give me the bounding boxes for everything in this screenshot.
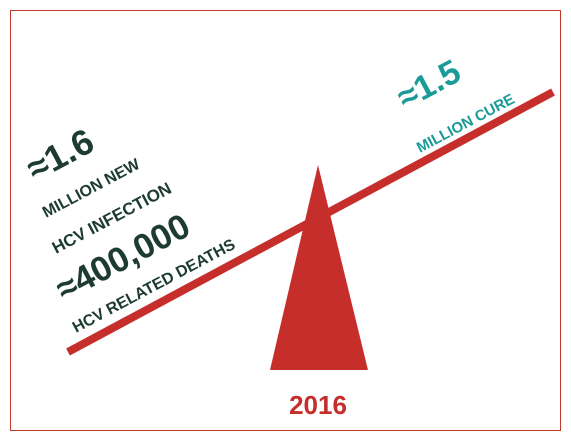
seesaw-beam xyxy=(66,88,555,356)
fulcrum xyxy=(270,165,368,370)
year: 2016 xyxy=(289,390,347,420)
